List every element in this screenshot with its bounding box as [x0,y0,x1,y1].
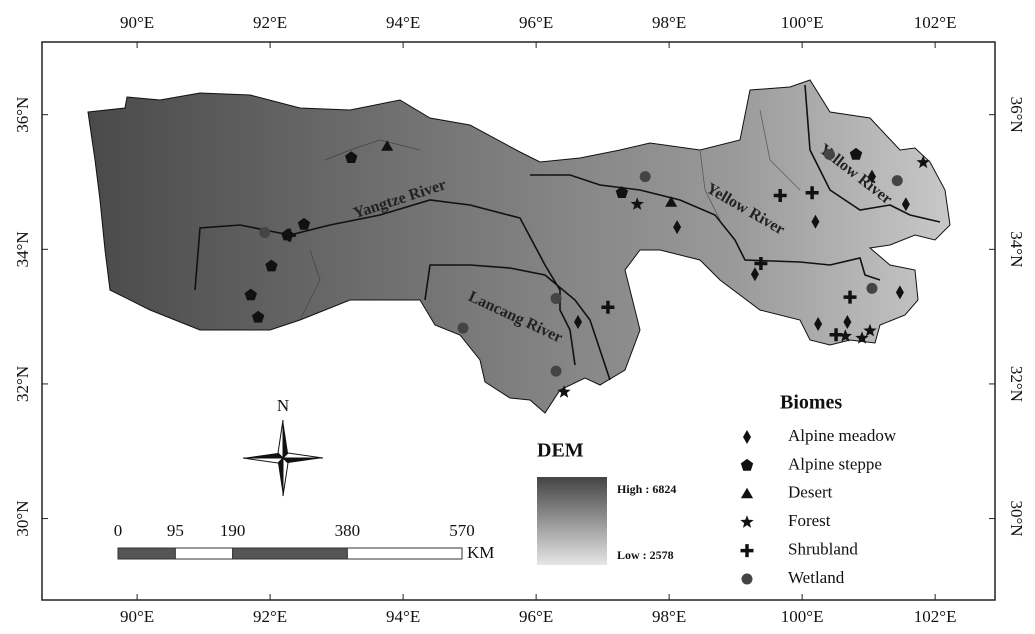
lat-label: 34°N [13,231,32,267]
lon-label: 94°E [386,607,420,626]
circle-marker [640,171,651,182]
legend-label: Desert [788,483,833,502]
scale-label: 570 [449,521,475,540]
circle-marker [551,366,562,377]
biomes-title: Biomes [780,392,842,414]
circle-marker [259,227,270,238]
legend-label: Shrubland [788,540,858,559]
lon-label: 98°E [652,607,686,626]
circle-marker [866,283,877,294]
legend-label: Forest [788,511,831,530]
scale-label: 0 [114,521,123,540]
lon-label: 96°E [519,13,553,32]
lon-label: 102°E [914,13,957,32]
dem-title: DEM [537,440,584,462]
lon-label: 94°E [386,13,420,32]
lon-label: 96°E [519,607,553,626]
lat-label: 36°N [13,97,32,133]
legend-label: Alpine steppe [788,454,882,473]
lat-label: 34°N [1007,231,1026,267]
scale-segment [347,548,462,559]
map-figure: Yangtze River Yellow River Yellow River … [0,0,1035,634]
dem-low: Low : 2578 [617,548,674,562]
lat-label: 36°N [1007,97,1026,133]
scale-label: 380 [335,521,361,540]
lon-label: 90°E [120,607,154,626]
lon-label: 92°E [253,607,287,626]
lat-label: 30°N [1007,501,1026,537]
lon-label: 98°E [652,13,686,32]
circle-marker [742,574,753,585]
lat-label: 32°N [1007,366,1026,402]
scale-segment [233,548,348,559]
legend-label: Wetland [788,568,845,587]
lon-label: 92°E [253,13,287,32]
scale-label: 95 [167,521,184,540]
north-label: N [277,396,289,415]
scale-segment [118,548,175,559]
scale-label: 190 [220,521,246,540]
lon-label: 90°E [120,13,154,32]
circle-marker [824,149,835,160]
lat-label: 32°N [13,366,32,402]
circle-marker [457,323,468,334]
lat-label: 30°N [13,501,32,537]
circle-marker [892,175,903,186]
legend-label: Alpine meadow [788,426,897,445]
dem-high: High : 6824 [617,482,676,496]
lon-label: 100°E [781,13,824,32]
dem-ramp [537,477,607,565]
circle-marker [551,293,562,304]
lon-label: 100°E [781,607,824,626]
scale-segment [175,548,232,559]
scale-unit: KM [467,543,494,562]
lon-label: 102°E [914,607,957,626]
